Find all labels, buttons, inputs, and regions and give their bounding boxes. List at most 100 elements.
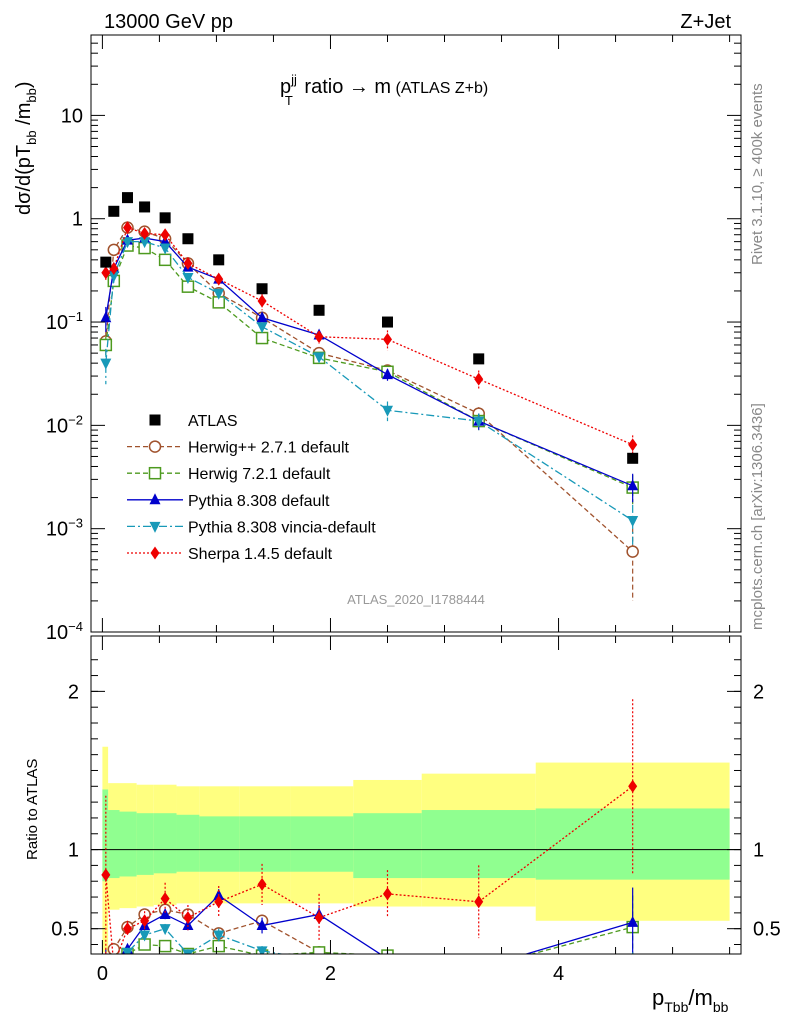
series-4-point (122, 221, 132, 235)
side-mcplots-text: mcplots.cern.ch [arXiv:1306.3436] (749, 403, 766, 630)
series-4-point (382, 332, 392, 346)
y-tick-base: 10 (46, 312, 68, 334)
series-3-point (159, 243, 171, 255)
ratio-tick-label-right: 0.5 (753, 919, 781, 941)
y-tick-label: 10 (61, 105, 83, 127)
legend-marker-4 (150, 546, 160, 560)
series-2-ratio-point (108, 957, 119, 968)
header-process: Z+Jet (680, 11, 731, 33)
series-4-point (214, 272, 224, 286)
series-4-ratio-point (257, 877, 267, 891)
band-green-bin (119, 811, 137, 877)
band-green-bin (176, 814, 200, 872)
atlas-data-point (100, 256, 112, 268)
main-series (99, 192, 639, 601)
series-3-point (139, 237, 151, 249)
legend-label-4: Sherpa 1.4.5 default (188, 546, 333, 563)
ratio-tick-label-left: 2 (68, 681, 79, 703)
series-2-ratio-point (182, 919, 194, 931)
series-2-point (100, 311, 112, 323)
atlas-data-point (627, 452, 639, 464)
x-tick-label: 2 (325, 963, 336, 985)
y-tick-exponent: −3 (68, 516, 83, 531)
series-3-ratio-point (473, 964, 484, 975)
y-tick-label: 10−1 (46, 309, 83, 334)
y-tick-base: 10 (61, 105, 83, 127)
series-3-point (313, 352, 325, 364)
series-3-ratio-point (382, 980, 393, 991)
series-2-ratio-point (159, 907, 171, 919)
series-1-ratio-point (473, 963, 484, 974)
series-3-ratio-point (314, 956, 325, 967)
plot-title: pjj T ratio → m (ATLAS Z+b) (280, 72, 488, 108)
series-3-point (627, 515, 639, 527)
ylabel-mid: /m (13, 103, 35, 131)
ratio-axis-label: Ratio to ATLAS (24, 759, 41, 860)
ratio-tick-label-right: 2 (753, 681, 764, 703)
xlabel-mid: /m (688, 985, 712, 1010)
series-3-point (473, 416, 485, 428)
legend-atlas-label: ATLAS (188, 413, 238, 430)
series-0-point (107, 243, 121, 257)
series-4-main-line (105, 226, 633, 446)
series-2-ratio-point (256, 919, 268, 931)
series-3-ratio-point (121, 947, 133, 954)
ratio-tick-label-left: 1 (68, 840, 79, 862)
x-axis-label: pTbb/mbb (652, 985, 729, 1015)
legend-label-3: Pythia 8.308 vincia-default (188, 519, 376, 536)
series-3-ratio-point (100, 987, 111, 998)
series-3-point (381, 405, 393, 417)
ratio-bands (102, 746, 730, 953)
band-green-bin (421, 810, 536, 879)
y-tick-base: 10 (46, 415, 68, 437)
y-tick-base: 10 (46, 622, 68, 644)
title-rest: ratio → m (299, 76, 391, 98)
series-3-point (256, 322, 268, 334)
x-tick-label: 0 (97, 963, 108, 985)
ylabel-pre: dσ/d(pT (13, 145, 35, 215)
legend-atlas-marker (149, 414, 161, 426)
series-3-ratio-point (159, 924, 171, 936)
atlas-data-point (256, 283, 268, 295)
series-4-point (183, 256, 193, 270)
series-4-ratio-point (214, 895, 224, 909)
band-green-bin (102, 789, 109, 882)
side-rivet-text: Rivet 3.1.10, ≥ 400k events (749, 83, 766, 265)
legend-marker-1 (148, 466, 162, 480)
series-3-point (182, 272, 194, 284)
title-small: (ATLAS Z+b) (391, 80, 488, 97)
atlas-data-point (213, 254, 225, 266)
series-3-point (213, 288, 225, 300)
series-3-ratio-point (256, 946, 268, 954)
series-3-ratio-point (139, 930, 151, 942)
series-1-ratio-point (312, 946, 326, 954)
atlas-data-point (108, 205, 120, 217)
title-p: p (280, 76, 291, 98)
y-axis-label: dσ/d(pTbb /mbb) (13, 81, 39, 215)
legend-marker-0 (148, 440, 162, 453)
header-energy: 13000 GeV pp (104, 11, 233, 33)
xlabel-p: p (652, 985, 664, 1010)
series-3-point (108, 271, 120, 283)
series-4-ratio-point (122, 922, 132, 936)
series-4-ratio-point (628, 779, 638, 793)
band-green-bin (290, 816, 354, 872)
series-4-ratio-line (105, 785, 634, 954)
series-4-ratio-point (314, 911, 324, 925)
series-1-ratio-point (212, 939, 225, 953)
x-tick-label: 4 (553, 963, 564, 985)
series-3-point (100, 358, 112, 370)
main-plot-frame (90, 34, 742, 633)
atlas-data-point (313, 304, 325, 316)
series-4-ratio-point (140, 914, 150, 928)
legend-label-0: Herwig++ 2.7.1 default (188, 440, 350, 457)
y-tick-exponent: −1 (68, 309, 83, 324)
y-tick-base: 10 (46, 519, 68, 541)
series-4-ratio-point (183, 911, 193, 925)
series-4-ratio-point (160, 892, 170, 906)
series-1-ratio-line (126, 926, 633, 954)
ylabel-sub1: bb (24, 130, 39, 144)
series-2-point (627, 479, 639, 491)
series-2-point (381, 368, 393, 380)
